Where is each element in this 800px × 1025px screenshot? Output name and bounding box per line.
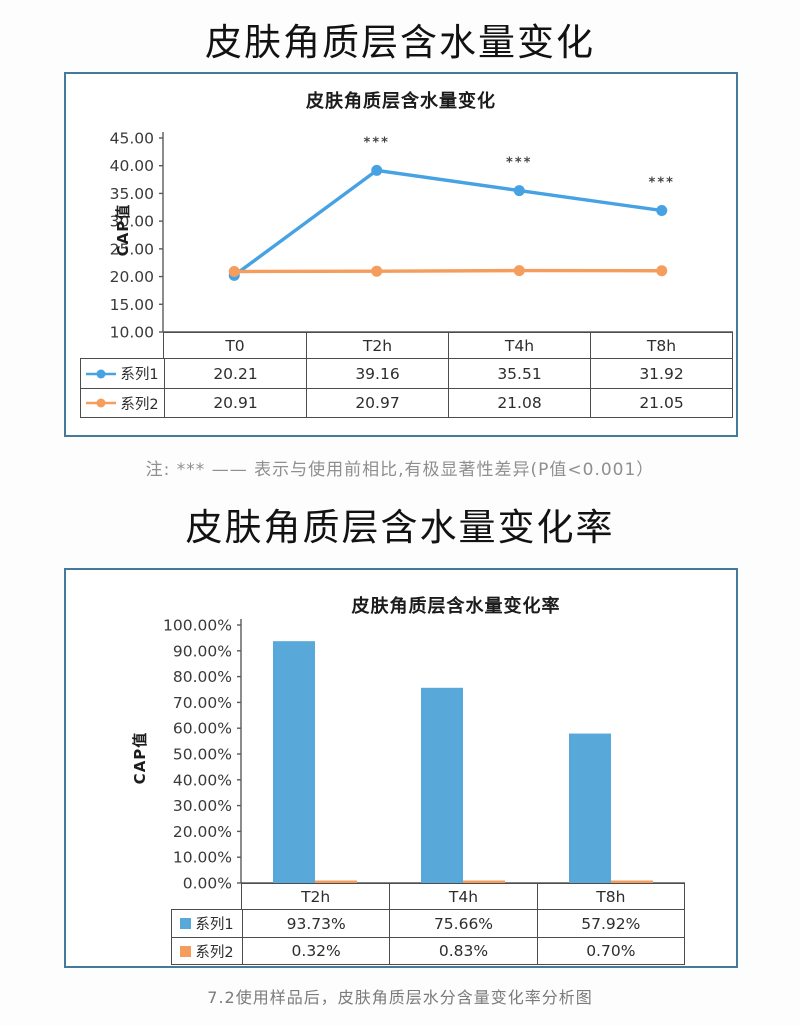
y-tick-label: 45.00 <box>110 130 154 148</box>
y-axis-title: CAP值 <box>114 204 132 257</box>
bar-chart-table-header: T2h T4h T8h <box>241 883 685 909</box>
page-title-change-rate: 皮肤角质层含水量变化率 <box>185 506 615 549</box>
page-title-water-content: 皮肤角质层含水量变化 <box>205 21 595 64</box>
bar-chart-canvas: 100.00% 90.00% 80.00% 70.00% 60.00% 50.00% 40.… <box>131 617 685 893</box>
y-tick-label: 0.00% <box>183 875 232 893</box>
legend-label: 系列2 <box>195 944 234 961</box>
table-cell: 75.66% <box>389 910 536 937</box>
line-chart-table-header: T0 T2h T4h T8h <box>163 332 733 358</box>
y-tick-label: 20.00 <box>110 268 154 286</box>
series1-swatch-icon <box>180 918 192 929</box>
legend-series1: 系列1 <box>81 359 164 388</box>
y-tick-label: 10.00% <box>173 849 232 867</box>
bar <box>273 641 315 883</box>
legend-label: 系列1 <box>120 367 159 383</box>
legend-series1: 系列1 <box>172 910 242 937</box>
bar <box>611 880 653 883</box>
data-point <box>371 265 383 277</box>
y-tick-label: 40.00% <box>173 771 232 789</box>
y-tick-label: 35.00 <box>110 185 154 203</box>
significance-stars: *** <box>506 156 532 171</box>
legend-series2: 系列2 <box>172 937 242 964</box>
table-header-cell: T2h <box>301 887 331 906</box>
bar-chart-title: 皮肤角质层含水量变化率 <box>351 596 561 617</box>
table-cell: 20.21 <box>164 359 306 388</box>
legend-label: 系列1 <box>195 917 234 933</box>
y-tick-label: 60.00% <box>173 720 232 738</box>
table-cell: 0.32% <box>242 937 390 964</box>
line-chart-panel: 皮肤角质层含水量变化 45.00 40.00 35.00 30.00 25.00 20.0… <box>64 72 738 437</box>
bar <box>463 880 505 883</box>
y-tick-label: 90.00% <box>173 642 232 660</box>
table-cell: 0.83% <box>389 937 537 964</box>
y-tick-label: 70.00% <box>173 694 232 712</box>
bar-chart-data-table: 系列1 93.73% 75.66% 57.92% 系列2 0.32% 0.83%… <box>171 909 685 965</box>
table-header-cell: T4h <box>448 333 590 358</box>
legend-series2: 系列2 <box>81 388 164 417</box>
bar <box>569 733 611 883</box>
y-tick-label: 80.00% <box>173 668 232 686</box>
table-header-cell: T8h <box>590 333 732 358</box>
line-chart-title: 皮肤角质层含水量变化 <box>306 91 496 112</box>
table-cell: 31.92 <box>590 359 732 388</box>
series2-swatch-icon <box>180 945 192 957</box>
figure-caption: 7.2使用样品后，皮肤角质层水分含量变化率分析图 <box>207 988 593 1007</box>
data-point <box>228 266 240 278</box>
data-point <box>656 205 668 217</box>
table-cell: 20.97 <box>306 388 448 417</box>
table-header-cell: T2h <box>306 333 448 358</box>
table-header-cell: T8h <box>536 884 684 909</box>
data-point <box>371 164 383 176</box>
table-cell: 57.92% <box>536 910 684 937</box>
y-axis-title: CAP值 <box>131 732 149 785</box>
table-cell: 39.16 <box>306 359 448 388</box>
data-point <box>513 265 525 277</box>
series-line <box>233 168 662 277</box>
line-chart-data-table: 系列1 20.21 39.16 35.51 31.92 系列2 20.91 20… <box>80 358 733 418</box>
bar <box>421 687 463 883</box>
line-chart-canvas: 45.00 40.00 35.00 30.00 25.00 20.00 15.00 10.00… <box>110 130 733 342</box>
legend-label: 系列2 <box>120 396 159 413</box>
significance-note: 注: *** —— 表示与使用前相比,有极显著性差异(P值<0.001） <box>145 460 655 480</box>
significance-stars: *** <box>649 176 675 191</box>
data-point <box>656 265 668 277</box>
table-header-cell: T4h <box>389 884 536 909</box>
series2-line-marker-icon <box>86 398 117 408</box>
y-tick-label: 15.00 <box>110 296 154 314</box>
bar <box>315 880 357 883</box>
table-cell: 21.08 <box>448 388 590 417</box>
significance-stars: *** <box>364 135 390 150</box>
y-tick-label: 20.00% <box>173 823 232 841</box>
y-tick-label: 40.00 <box>110 157 154 175</box>
y-tick-label: 100.00% <box>163 617 232 635</box>
table-cell: 20.91 <box>164 388 306 417</box>
table-header-cell: T0 <box>225 336 245 355</box>
bar-chart-panel: 皮肤角质层含水量变化率 100.00% 90.00% 80.00% 70.00% 60.… <box>64 568 738 968</box>
y-tick-label: 25.00 <box>110 240 154 258</box>
table-cell: 35.51 <box>448 359 590 388</box>
y-tick-label: 30.00 <box>110 213 154 231</box>
table-cell: 21.05 <box>590 388 732 417</box>
y-tick-label: 30.00% <box>173 797 232 815</box>
table-cell: 93.73% <box>242 910 389 937</box>
data-point <box>513 185 525 197</box>
series1-line-marker-icon <box>86 369 117 378</box>
table-cell: 0.70% <box>536 937 684 964</box>
y-tick-label: 50.00% <box>173 746 232 764</box>
series-line <box>234 268 662 274</box>
y-tick-label: 10.00 <box>110 324 154 342</box>
